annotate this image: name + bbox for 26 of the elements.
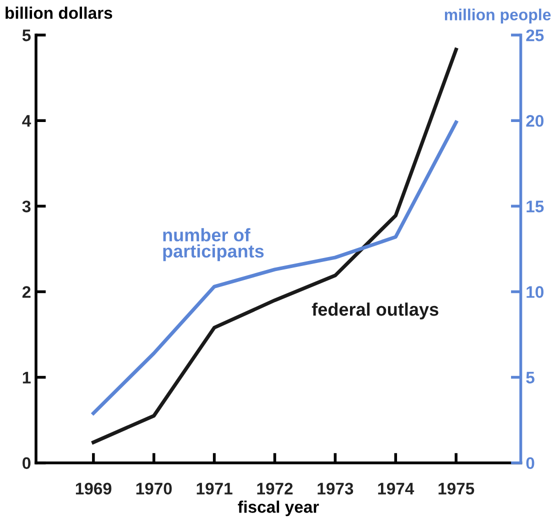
x-tick-label: 1969 [76,482,112,495]
y2-tick-label: 15 [526,200,544,212]
y2-axis-title: million people [444,8,551,24]
line-series [92,120,458,416]
x-axis-title: fiscal year [238,500,319,516]
x-tick-label: 1973 [318,482,354,495]
x-tick-label: 1970 [136,482,172,495]
y2-tick-label: 10 [526,286,544,298]
x-tick-label: 1972 [257,482,293,495]
y-tick-label: 1 [22,372,31,384]
x-tick-label: 1974 [378,482,414,495]
y-tick-label: 4 [22,115,32,127]
line-series [92,48,458,444]
y2-tick-label: 25 [526,29,544,42]
series-label: number of participants [163,228,264,262]
y2-tick-label: 20 [526,115,544,127]
y-tick-label: 2 [22,286,30,298]
y-axis-title: billion dollars [6,6,112,19]
y-tick-label: 3 [22,200,31,212]
y-tick-label: 5 [22,30,31,42]
y2-tick-label: 5 [526,372,534,384]
series-label: federal outlays [312,302,438,320]
y-tick-label: 0 [22,457,30,470]
x-tick-label: 1971 [196,482,232,495]
x-tick-label: 1975 [438,482,474,495]
y2-tick-label: 0 [526,457,534,470]
